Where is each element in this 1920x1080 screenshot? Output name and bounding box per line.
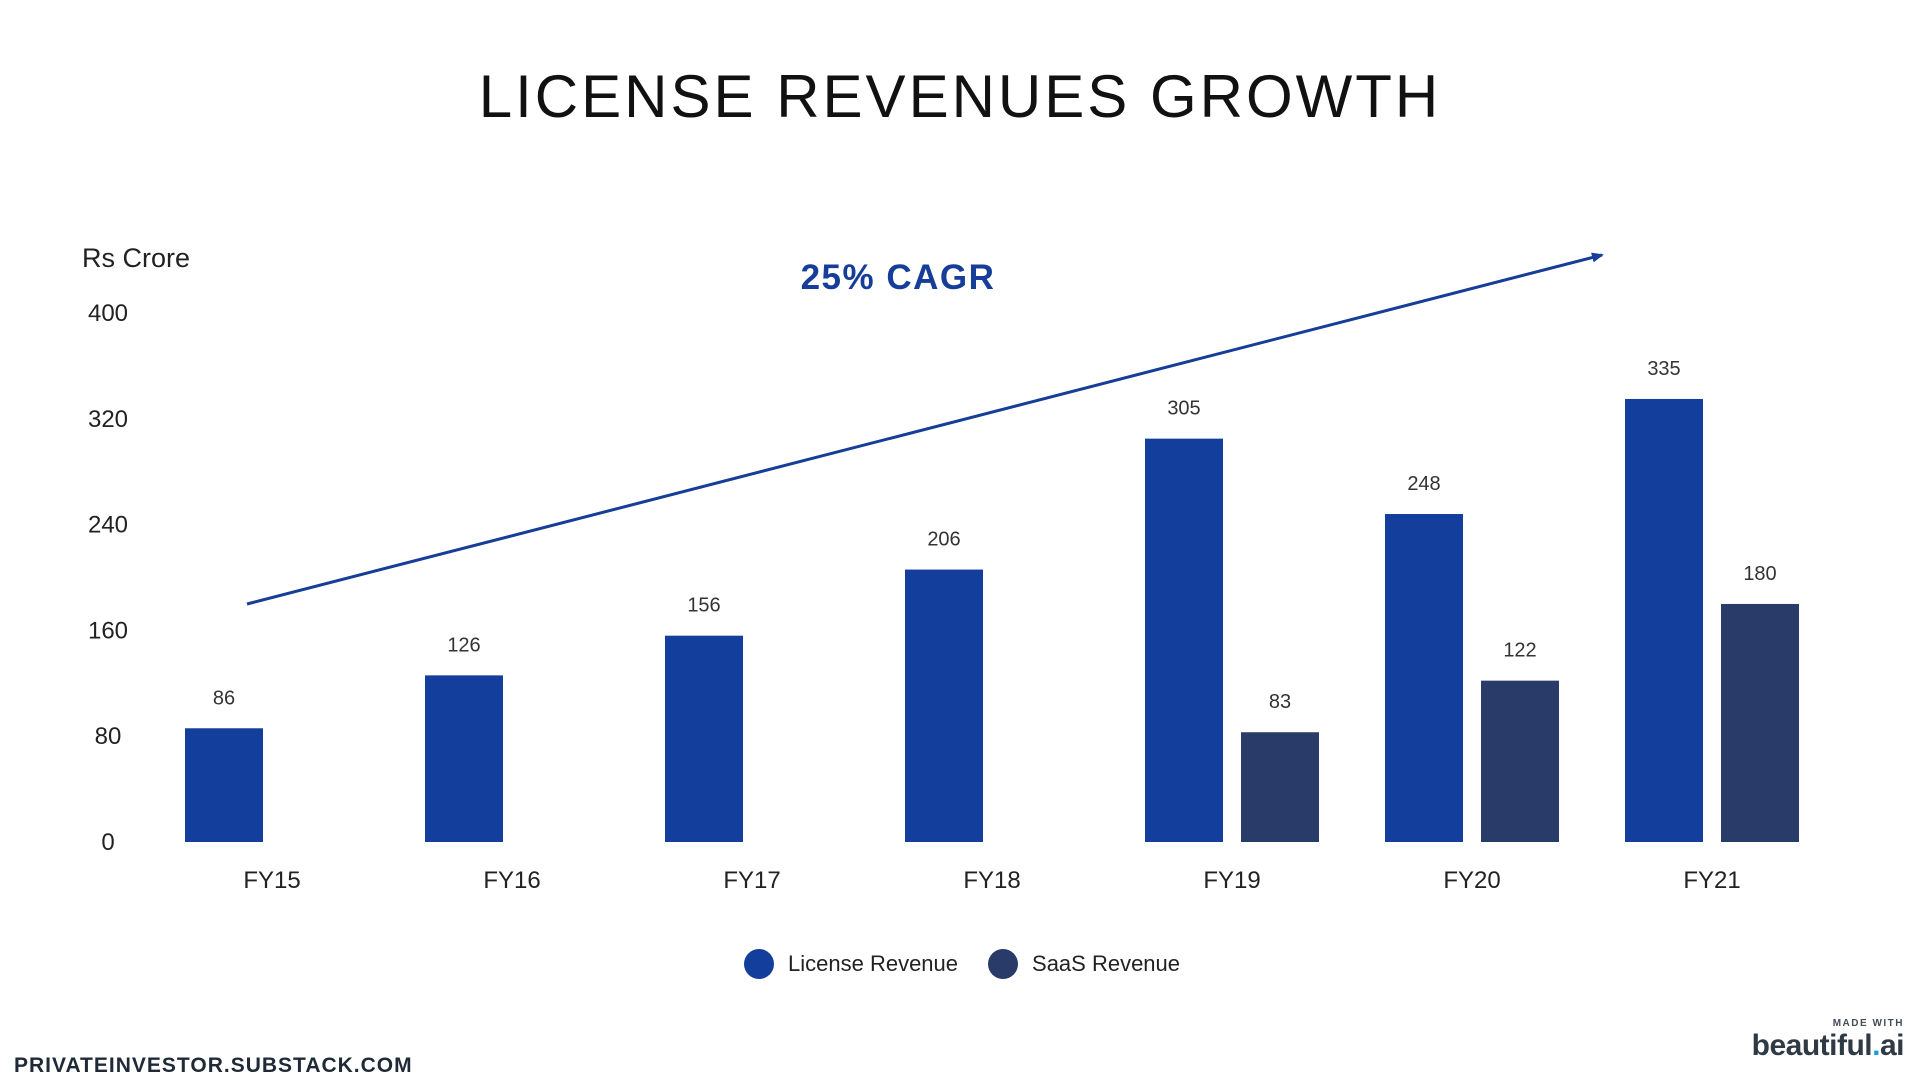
y-tick-label: 400 (88, 300, 128, 327)
x-tick-label: FY19 (1203, 867, 1260, 894)
bars-group: 86 126 156 206 305 83 248 122 335 180 (185, 358, 1799, 842)
bar (665, 635, 743, 842)
y-axis-label: Rs Crore (82, 243, 190, 273)
bar-value-label: 180 (1743, 563, 1776, 585)
legend-item-license: License Revenue (744, 949, 958, 979)
x-tick-label: FY15 (243, 867, 300, 894)
legend-swatch-license (744, 949, 774, 979)
bar-value-label: 305 (1167, 398, 1200, 420)
bar-value-label: 335 (1647, 358, 1680, 380)
bar-value-label: 206 (927, 529, 960, 551)
x-tick-label: FY18 (963, 867, 1020, 894)
bar (1721, 603, 1799, 842)
y-axis-ticks: 0 80 160 240 320 400 (88, 300, 128, 856)
brand-logo: MADE WITH beautiful.ai (1751, 1018, 1905, 1062)
legend-swatch-saas (988, 949, 1019, 979)
y-tick-label: 320 (88, 406, 128, 433)
brand-name: beautiful.ai (1751, 1029, 1905, 1062)
bar (1145, 438, 1223, 842)
x-axis-ticks: FY15 FY16 FY17 FY18 FY19 FY20 FY21 (243, 867, 1740, 894)
bar (1625, 398, 1703, 842)
bar-value-label: 83 (1269, 691, 1291, 713)
bar-value-label: 122 (1503, 640, 1536, 662)
chart-legend: License Revenue SaaS Revenue (744, 949, 1180, 979)
legend-label-license: License Revenue (788, 951, 959, 976)
bar-value-label: 86 (213, 687, 235, 709)
bar (1385, 514, 1463, 842)
bar (1241, 732, 1319, 842)
bar (1481, 680, 1559, 842)
cagr-annotation: 25% CAGR (801, 258, 996, 297)
legend-label-saas: SaaS Revenue (1032, 951, 1181, 976)
bar (185, 728, 263, 842)
legend-item-saas: SaaS Revenue (988, 949, 1180, 979)
brand-tagline: MADE WITH (1832, 1018, 1904, 1029)
x-tick-label: FY20 (1443, 867, 1500, 894)
y-tick-label: 160 (88, 617, 128, 644)
chart-title: LICENSE REVENUES GROWTH (478, 63, 1442, 130)
x-tick-label: FY21 (1683, 867, 1740, 894)
y-tick-label: 240 (88, 512, 128, 539)
bar (905, 569, 983, 842)
bar (425, 675, 503, 842)
bar-value-label: 248 (1407, 473, 1440, 495)
source-label: PRIVATEINVESTOR.SUBSTACK.COM (14, 1054, 413, 1077)
x-tick-label: FY16 (483, 867, 540, 894)
bar-value-label: 126 (447, 634, 480, 656)
x-tick-label: FY17 (723, 867, 780, 894)
y-tick-label: 80 (95, 723, 122, 750)
y-tick-label: 0 (101, 829, 114, 856)
cagr-trend-arrow (246, 252, 1604, 606)
bar-value-label: 156 (687, 595, 720, 617)
